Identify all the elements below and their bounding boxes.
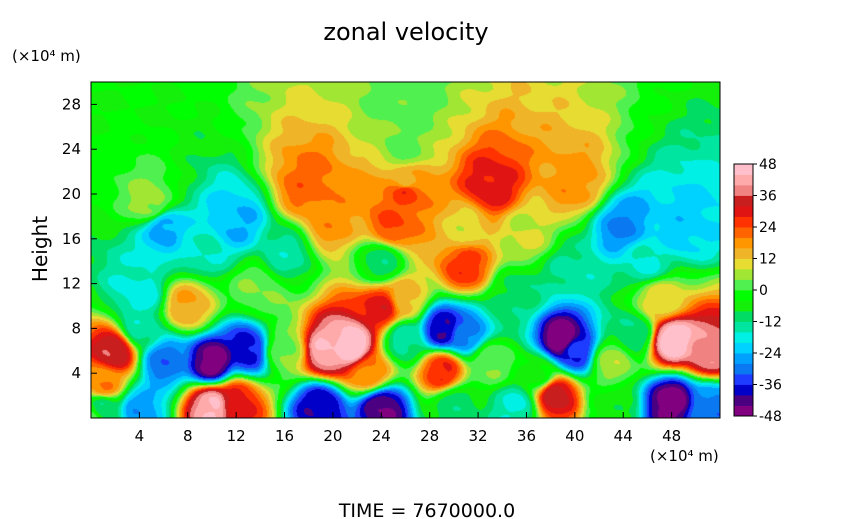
colorbar-swatch [734,300,753,312]
colorbar-swatch [734,353,753,364]
time-label: TIME = 7670000.0 [338,500,515,519]
colorbar-tick-label: 24 [759,220,777,236]
colorbar-swatch [734,237,753,249]
x-tick-label: 36 [517,427,536,445]
colorbar-tick-label: -36 [759,378,782,394]
colorbar-tick-label: -24 [759,346,782,362]
colorbar-swatch [734,248,753,259]
colorbar-swatch [734,195,753,207]
colorbar-swatch [734,405,753,417]
colorbar-tick-label: -12 [759,315,782,331]
y-tick-label: 20 [62,185,81,203]
colorbar-swatch [734,279,753,291]
colorbar-tick-label: 36 [759,189,777,205]
y-axis: 4 8 12 16 20 24 28 [62,95,97,382]
x-tick-label: 32 [469,427,488,445]
colorbar-swatch [734,321,753,333]
plot-frame [90,81,721,419]
y-axis-unit: (×10⁴ m) [12,47,81,65]
colorbar-swatch [734,269,753,280]
x-axis: 4 8 12 16 20 24 28 32 36 40 44 48 [135,412,681,445]
colorbar-swatch [734,258,753,270]
colorbar-swatch [734,216,753,228]
colorbar-swatch [734,227,753,238]
x-tick-label: 4 [135,427,145,445]
colorbar-tick-label: 12 [759,252,777,268]
colorbar-swatch [734,384,753,396]
x-tick-label: 16 [275,427,294,445]
colorbar-swatch [734,206,753,217]
colorbar-swatch [734,363,753,375]
x-tick-label: 44 [614,427,633,445]
x-axis-unit: (×10⁴ m) [650,447,719,465]
colorbar-swatch [734,164,753,175]
colorbar-tick-label: 0 [759,283,768,299]
colorbar-ticks: 48 36 24 12 0 -12 -24 -36 -48 [753,157,782,425]
colorbar-swatch [734,332,753,343]
colorbar-swatch [734,174,753,186]
y-tick-label: 8 [71,319,81,337]
colorbar-tick-label: -48 [759,409,782,425]
colorbar-swatch [734,374,753,385]
y-tick-label: 24 [62,140,81,158]
x-tick-label: 28 [420,427,439,445]
y-tick-label: 12 [62,275,81,293]
heatmap-field [91,82,720,418]
x-tick-label: 48 [662,427,681,445]
y-axis-label: Height [28,216,52,282]
y-tick-label: 16 [62,230,81,248]
x-tick-label: 20 [323,427,342,445]
colorbar-swatch [734,185,753,196]
y-tick-label: 4 [71,364,81,382]
colorbar-swatch [734,290,753,301]
colorbar-swatch [734,395,753,406]
colorbar-swatch [734,342,753,354]
colorbar-swatch [734,311,753,322]
colorbar [734,164,753,417]
x-tick-label: 8 [183,427,193,445]
x-tick-label: 24 [372,427,391,445]
y-tick-label: 28 [62,95,81,113]
chart-title: zonal velocity [323,18,488,46]
x-tick-label: 12 [227,427,246,445]
x-tick-label: 40 [565,427,584,445]
colorbar-tick-label: 48 [759,157,777,173]
